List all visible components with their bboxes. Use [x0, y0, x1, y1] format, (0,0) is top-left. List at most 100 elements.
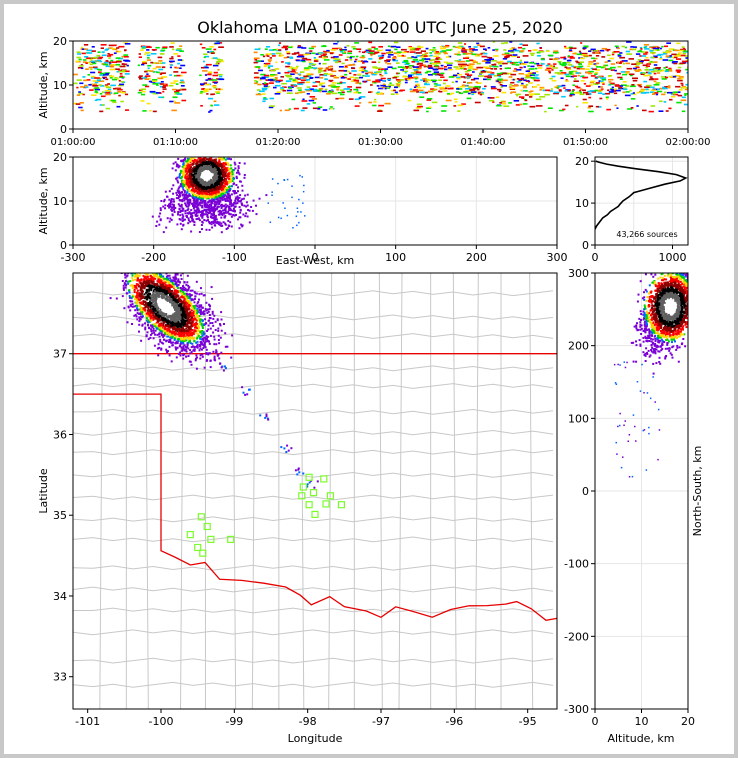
source-mark [589, 81, 594, 84]
source-mark [203, 53, 208, 55]
source-mark [659, 70, 662, 72]
source-mark [212, 211, 215, 214]
source-mark [170, 187, 173, 190]
source-mark [197, 193, 200, 196]
source-mark [299, 55, 305, 58]
source-mark [547, 107, 553, 109]
source-mark [592, 52, 598, 54]
source-mark [209, 159, 212, 162]
source-mark [433, 83, 438, 85]
source-mark [194, 184, 196, 186]
source-mark [419, 96, 425, 98]
source-mark [576, 67, 580, 70]
source-mark [569, 71, 574, 73]
source-mark [196, 190, 199, 193]
source-mark [317, 52, 321, 55]
source-mark [265, 54, 268, 56]
source-mark [610, 63, 616, 65]
source-mark [396, 72, 399, 75]
source-mark [620, 85, 623, 87]
source-mark [172, 192, 175, 195]
source-mark [433, 85, 438, 88]
source-mark [524, 74, 531, 76]
source-mark [219, 194, 222, 197]
source-mark [487, 75, 492, 77]
source-mark [159, 53, 165, 55]
source-mark [493, 75, 498, 77]
x-tick-label: 100 [385, 251, 406, 264]
source-mark [181, 71, 187, 74]
source-mark [393, 89, 396, 92]
source-mark [194, 205, 197, 208]
source-mark [200, 224, 203, 226]
source-mark [417, 89, 424, 92]
source-mark [207, 180, 210, 183]
source-mark [384, 60, 388, 62]
source-mark [78, 65, 84, 67]
source-mark [155, 225, 158, 227]
source-mark [178, 165, 181, 168]
source-mark [139, 75, 143, 77]
source-mark [654, 92, 659, 94]
source-mark [632, 92, 635, 94]
source-mark [168, 202, 171, 205]
source-mark [147, 302, 150, 304]
source-mark [229, 213, 232, 216]
source-mark [141, 88, 146, 90]
source-mark [507, 60, 512, 63]
source-mark [224, 162, 227, 165]
source-mark [182, 159, 185, 161]
source-mark [218, 167, 220, 170]
source-mark [422, 91, 428, 94]
source-mark [306, 79, 310, 81]
source-mark [540, 105, 543, 107]
source-mark [677, 77, 682, 80]
source-mark [667, 85, 671, 87]
source-mark [168, 206, 171, 209]
source-mark [435, 84, 441, 86]
source-mark [461, 103, 466, 105]
source-mark [415, 107, 422, 109]
eastwest-altitude-sources [73, 157, 557, 245]
source-mark [502, 103, 507, 105]
source-mark [223, 205, 226, 208]
source-mark [201, 199, 204, 202]
source-mark [229, 198, 232, 201]
source-mark [124, 93, 129, 96]
source-mark [404, 71, 407, 74]
source-mark [163, 84, 168, 87]
source-mark [179, 185, 182, 188]
source-mark [588, 54, 592, 57]
source-mark [108, 53, 114, 56]
source-mark [152, 267, 154, 269]
source-mark [218, 342, 221, 345]
source-mark [226, 157, 229, 160]
source-mark [347, 90, 352, 93]
source-mark [75, 103, 81, 105]
source-mark [317, 108, 321, 110]
source-mark [644, 48, 650, 50]
source-mark [611, 86, 614, 89]
source-mark [585, 93, 591, 96]
source-mark [105, 92, 110, 94]
source-mark [368, 101, 372, 104]
source-mark [255, 66, 261, 68]
source-mark [280, 87, 285, 89]
source-mark [567, 89, 571, 92]
source-mark [263, 85, 268, 87]
source-mark [624, 94, 631, 97]
source-mark [192, 203, 195, 206]
source-mark [458, 45, 464, 48]
source-mark [217, 223, 220, 225]
source-mark [169, 74, 172, 76]
source-mark [428, 106, 432, 109]
source-mark [234, 214, 237, 216]
source-mark [216, 184, 219, 187]
source-mark [89, 59, 93, 61]
source-mark [109, 68, 116, 71]
source-mark [275, 52, 282, 55]
source-mark [659, 47, 662, 50]
source-mark [466, 74, 471, 77]
source-mark [297, 46, 303, 49]
source-mark [197, 184, 200, 187]
